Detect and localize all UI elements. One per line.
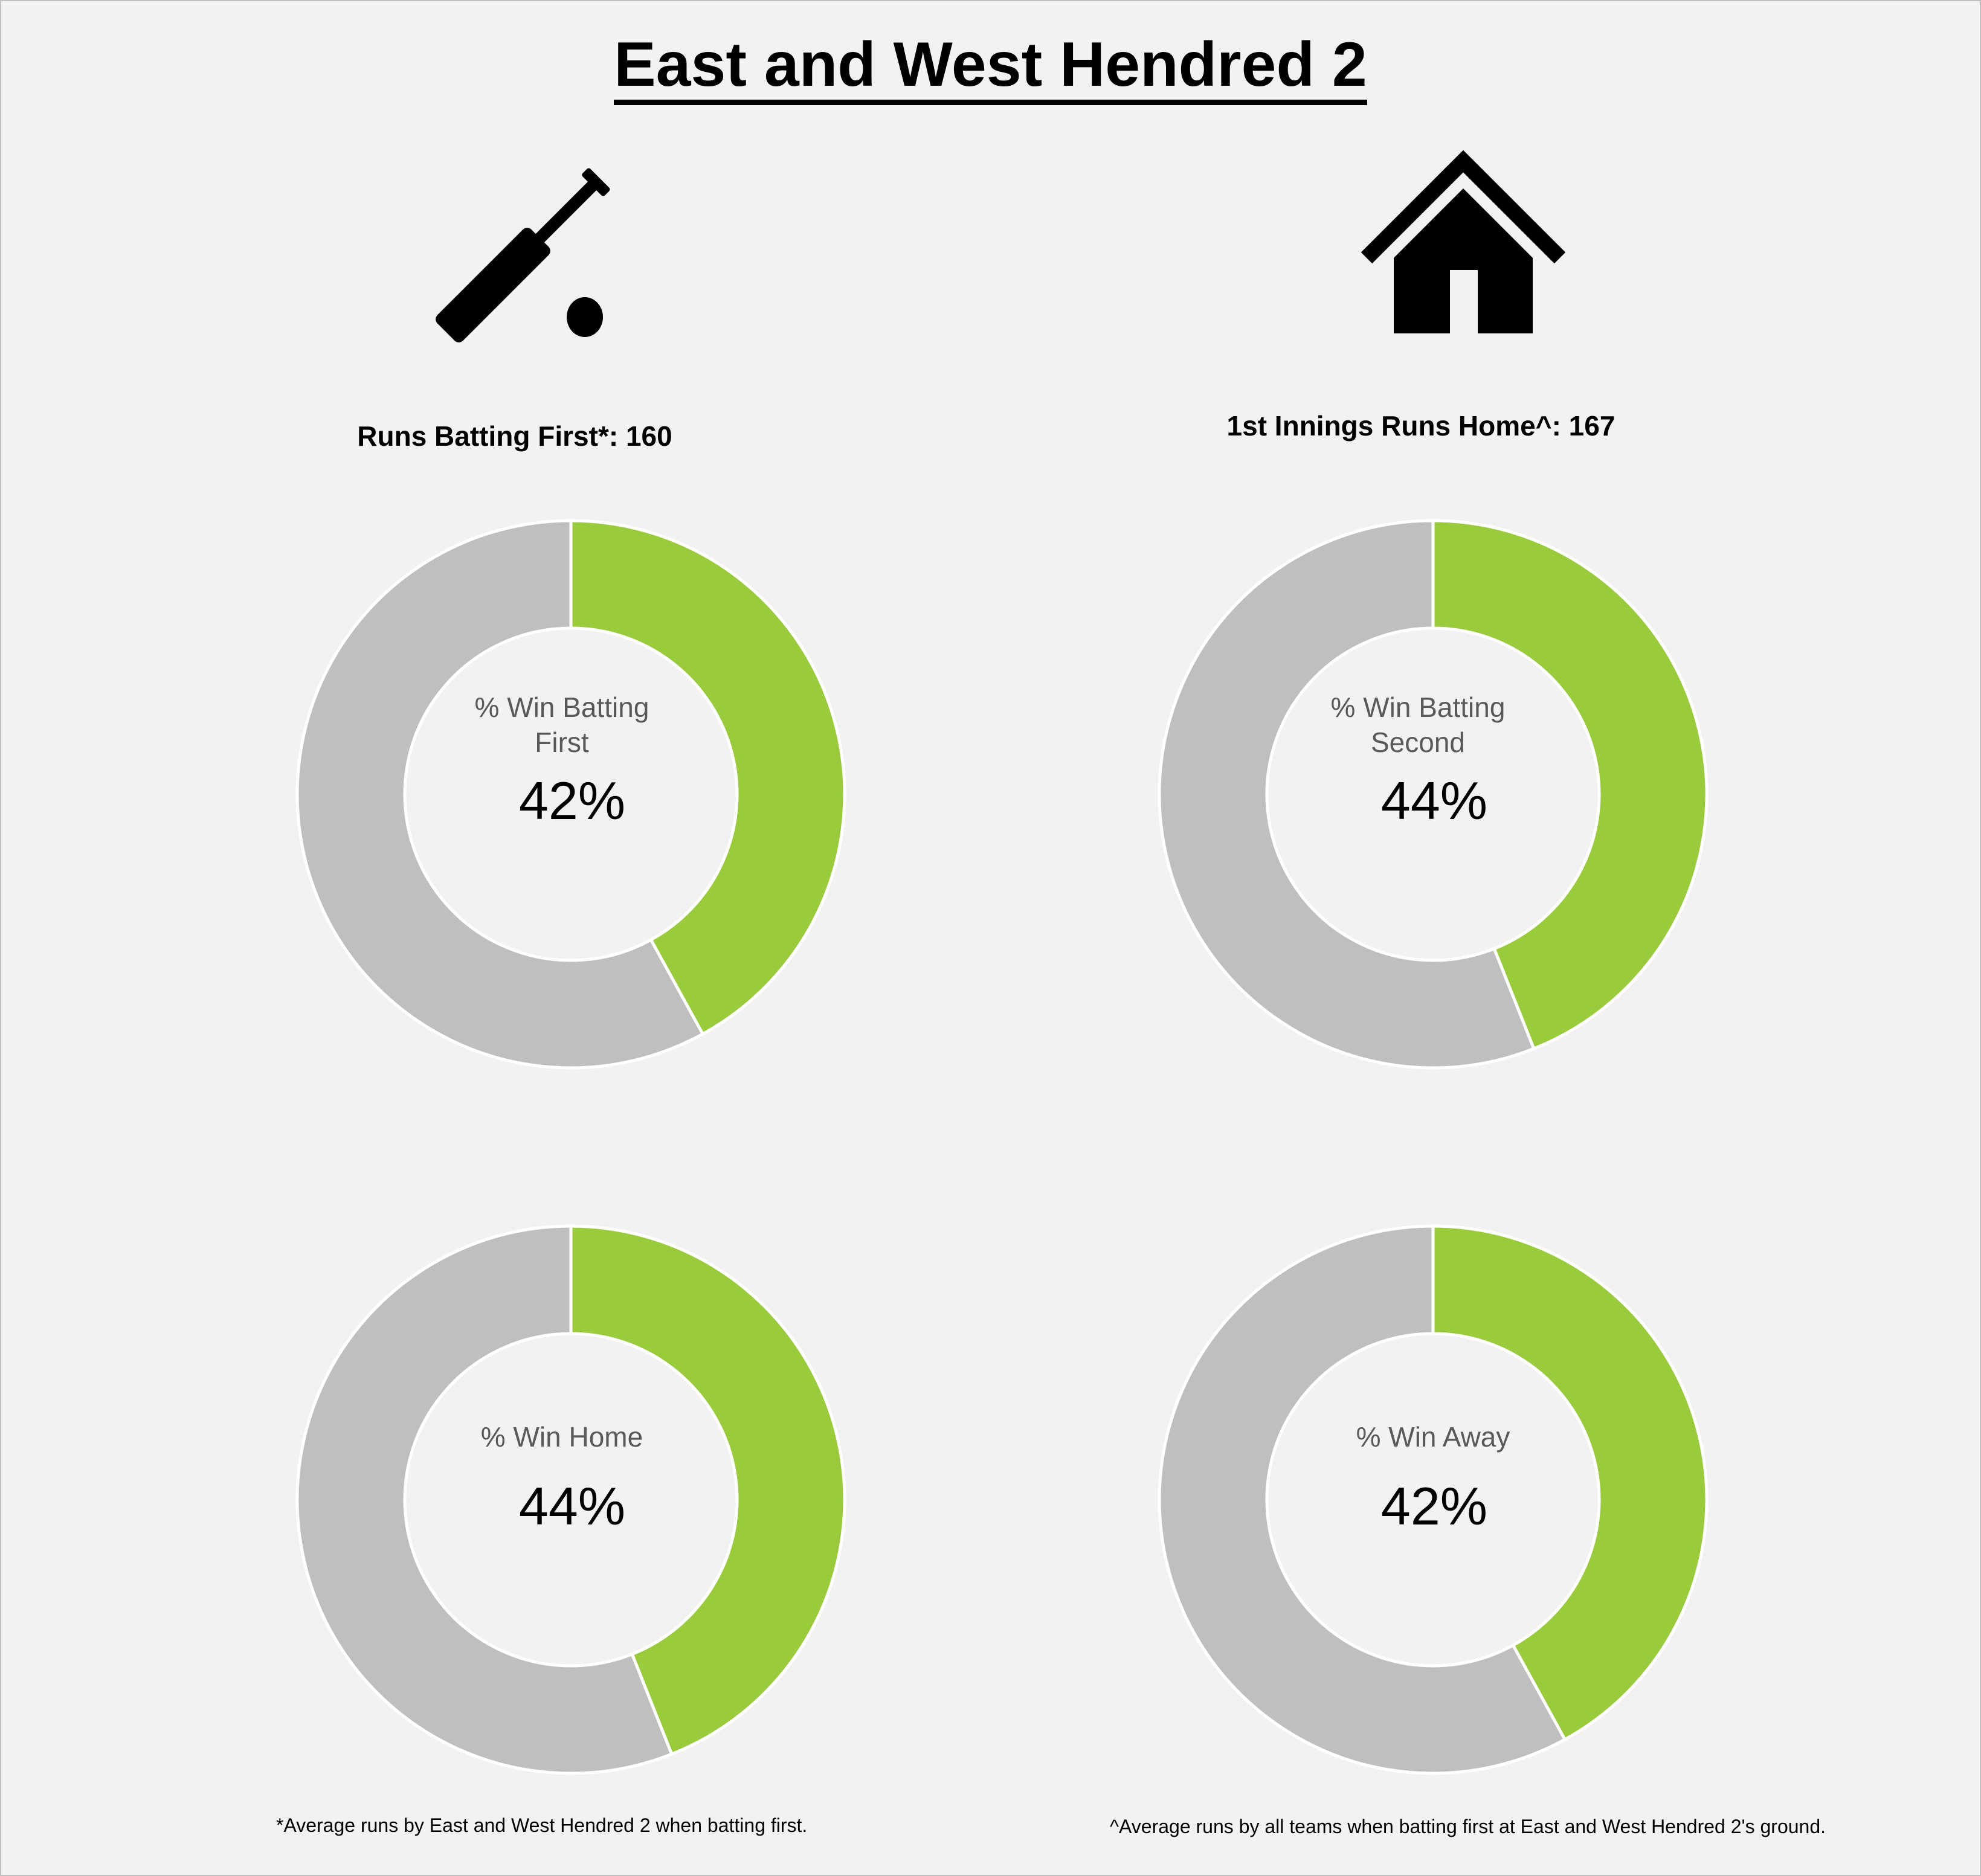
donut-chart-win-away: % Win Away 42% <box>1155 1222 1711 1778</box>
donut-svg <box>295 1224 846 1775</box>
donut-slice-other <box>1158 519 1536 1070</box>
donut-slice-win <box>1431 1224 1709 1742</box>
donut-value: 42% <box>518 771 626 830</box>
donut-label-line1: % Win Home <box>480 1421 643 1453</box>
footnote-home-ground: ^Average runs by all teams when batting … <box>1110 1816 1826 1837</box>
donut-value: 42% <box>1380 1476 1488 1536</box>
donut-slice-win <box>569 1224 846 1756</box>
donut-chart-win-batting-second: % Win Batting Second 44% <box>1155 516 1711 1072</box>
donut-label-line1: % Win Away <box>1356 1421 1510 1453</box>
cricket-bat-and-ball-icon <box>424 149 642 355</box>
donut-label: % Win Home <box>441 1419 683 1454</box>
donut-slice-other <box>1158 1224 1567 1775</box>
donut-label: % Win Away <box>1312 1419 1554 1454</box>
donut-label-line1: % Win Batting <box>474 692 649 723</box>
donut-value: 44% <box>518 1476 626 1536</box>
donut-slice-win <box>1431 519 1709 1051</box>
donut-label: % Win Batting Second <box>1297 690 1539 760</box>
page-title: East and West Hendred 2 <box>1 25 1980 105</box>
donut-label-line2: Second <box>1370 727 1465 758</box>
donut-chart-win-home: % Win Home 44% <box>293 1222 849 1778</box>
donut-slice-win <box>569 519 846 1036</box>
house-icon <box>1361 149 1566 336</box>
donut-slice-other <box>295 519 705 1070</box>
donut-value: 44% <box>1380 771 1488 830</box>
donut-svg <box>1158 519 1709 1070</box>
runs-batting-first-stat: Runs Batting First*: 160 <box>357 420 672 452</box>
donut-label-line2: First <box>535 727 589 758</box>
donut-label: % Win Batting First <box>441 690 683 760</box>
donut-slice-other <box>295 1224 674 1775</box>
page-title-text: East and West Hendred 2 <box>614 30 1367 105</box>
footnote-batting-first: *Average runs by East and West Hendred 2… <box>276 1814 808 1836</box>
first-innings-runs-home-stat: 1st Innings Runs Home^: 167 <box>1226 410 1615 442</box>
donut-svg <box>295 519 846 1070</box>
donut-svg <box>1158 1224 1709 1775</box>
donut-chart-win-batting-first: % Win Batting First 42% <box>293 516 849 1072</box>
donut-label-line1: % Win Batting <box>1330 692 1506 723</box>
